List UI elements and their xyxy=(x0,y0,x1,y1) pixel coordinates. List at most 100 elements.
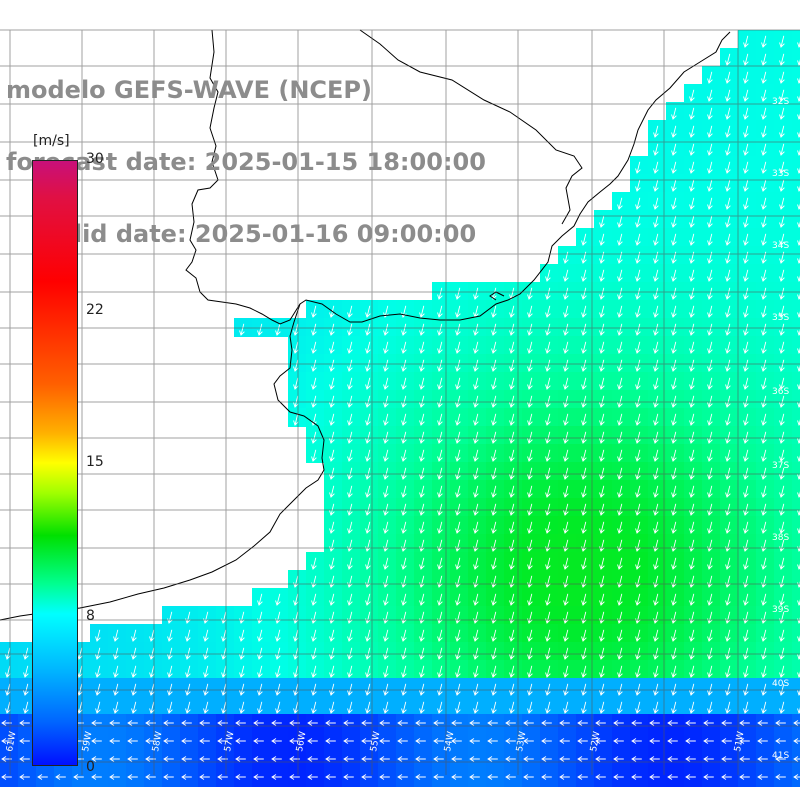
wind-arrow xyxy=(797,509,800,516)
wind-speed-cell xyxy=(594,300,613,319)
wind-arrow xyxy=(401,521,407,534)
wind-speed-cell xyxy=(450,588,469,607)
wind-arrow xyxy=(725,323,731,336)
wind-arrow xyxy=(743,179,749,192)
wind-speed-cell xyxy=(612,408,631,427)
wind-speed-cell xyxy=(774,516,793,535)
wind-arrow xyxy=(491,359,497,372)
wind-arrow xyxy=(505,720,516,726)
wind-arrow xyxy=(329,377,335,390)
wind-speed-cell xyxy=(720,624,739,643)
wind-speed-cell xyxy=(648,624,667,643)
wind-speed-cell xyxy=(630,174,649,193)
wind-arrow xyxy=(527,557,533,570)
wind-arrow xyxy=(451,720,462,726)
wind-speed-cell xyxy=(342,660,361,679)
wind-arrow xyxy=(761,413,767,426)
wind-arrow xyxy=(617,395,623,408)
wind-speed-cell xyxy=(270,642,289,661)
wind-speed-cell xyxy=(576,660,595,679)
wind-speed-cell xyxy=(432,426,451,445)
wind-arrow xyxy=(707,683,713,696)
wind-speed-cell xyxy=(126,678,145,697)
wind-arrow xyxy=(635,413,641,426)
colorbar-tick-22: 22 xyxy=(86,302,104,318)
wind-speed-cell xyxy=(648,192,667,211)
wind-arrow xyxy=(253,720,264,726)
wind-speed-cell xyxy=(756,732,775,751)
wind-arrow xyxy=(563,377,569,390)
wind-speed-cell xyxy=(306,696,325,715)
wind-speed-cell xyxy=(648,390,667,409)
wind-speed-cell xyxy=(360,390,379,409)
wind-speed-cell xyxy=(702,300,721,319)
wind-speed-cell xyxy=(234,660,253,679)
wind-speed-cell xyxy=(540,696,559,715)
wind-speed-cell xyxy=(684,120,703,139)
wind-arrow xyxy=(599,449,605,462)
wind-speed-cell xyxy=(540,570,559,589)
wind-speed-cell xyxy=(558,642,577,661)
wind-arrow xyxy=(185,665,191,678)
wind-speed-cell xyxy=(522,606,541,625)
wind-speed-cell xyxy=(198,660,217,679)
wind-arrow xyxy=(707,377,713,390)
wind-arrow xyxy=(725,683,731,696)
wind-arrow xyxy=(779,521,785,534)
wind-speed-cell xyxy=(792,102,800,121)
wind-speed-cell xyxy=(756,66,775,85)
wind-arrow xyxy=(437,593,443,606)
wind-speed-cell xyxy=(108,768,127,787)
wind-arrow xyxy=(613,774,624,780)
wind-speed-cell xyxy=(450,660,469,679)
wind-arrow xyxy=(653,377,659,390)
wind-arrow xyxy=(419,557,425,570)
wind-speed-cell xyxy=(648,156,667,175)
wind-speed-cell xyxy=(756,120,775,139)
wind-arrow xyxy=(437,701,443,714)
wind-speed-cell xyxy=(666,444,685,463)
wind-speed-cell xyxy=(504,642,523,661)
wind-arrow xyxy=(599,305,605,318)
wind-speed-cell xyxy=(324,534,343,553)
wind-speed-cell xyxy=(738,300,757,319)
wind-arrow xyxy=(383,395,389,408)
wind-speed-cell xyxy=(162,642,181,661)
wind-arrow xyxy=(689,143,695,156)
wind-speed-cell xyxy=(612,210,631,229)
wind-arrow xyxy=(707,305,713,318)
wind-arrow xyxy=(437,521,443,534)
wind-arrow xyxy=(311,647,317,660)
wind-speed-cell xyxy=(324,462,343,481)
wind-arrow xyxy=(365,413,371,426)
wind-speed-cell xyxy=(792,534,800,553)
wind-arrow xyxy=(793,720,800,726)
wind-arrow xyxy=(667,720,678,726)
wind-speed-cell xyxy=(702,462,721,481)
wind-speed-cell xyxy=(792,228,800,247)
wind-arrow xyxy=(167,629,173,642)
wind-arrow xyxy=(671,593,677,606)
wind-arrow xyxy=(545,377,551,390)
wind-arrow xyxy=(383,467,389,480)
wind-arrow xyxy=(577,774,588,780)
wind-arrow xyxy=(725,161,731,174)
wind-arrow xyxy=(563,701,569,714)
wind-arrow xyxy=(325,756,336,762)
wind-speed-cell xyxy=(774,696,793,715)
wind-speed-cell xyxy=(576,732,595,751)
longitude-label: 54W xyxy=(443,731,456,753)
latitude-label: 38S xyxy=(772,533,789,543)
wind-arrow xyxy=(325,774,336,780)
wind-speed-cell xyxy=(522,768,541,787)
wind-speed-cell xyxy=(108,750,127,769)
wind-speed-cell xyxy=(738,606,757,625)
wind-arrow xyxy=(581,395,587,408)
wind-arrow xyxy=(721,738,732,744)
wind-arrow xyxy=(599,485,605,498)
wind-speed-cell xyxy=(720,48,739,67)
wind-arrow xyxy=(563,467,569,480)
wind-speed-cell xyxy=(252,714,271,733)
wind-arrow xyxy=(113,629,119,642)
wind-arrow xyxy=(91,774,102,780)
